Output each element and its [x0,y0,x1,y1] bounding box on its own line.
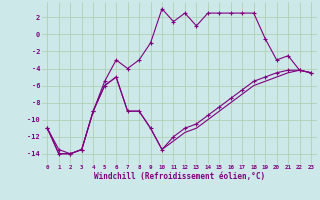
X-axis label: Windchill (Refroidissement éolien,°C): Windchill (Refroidissement éolien,°C) [94,172,265,181]
